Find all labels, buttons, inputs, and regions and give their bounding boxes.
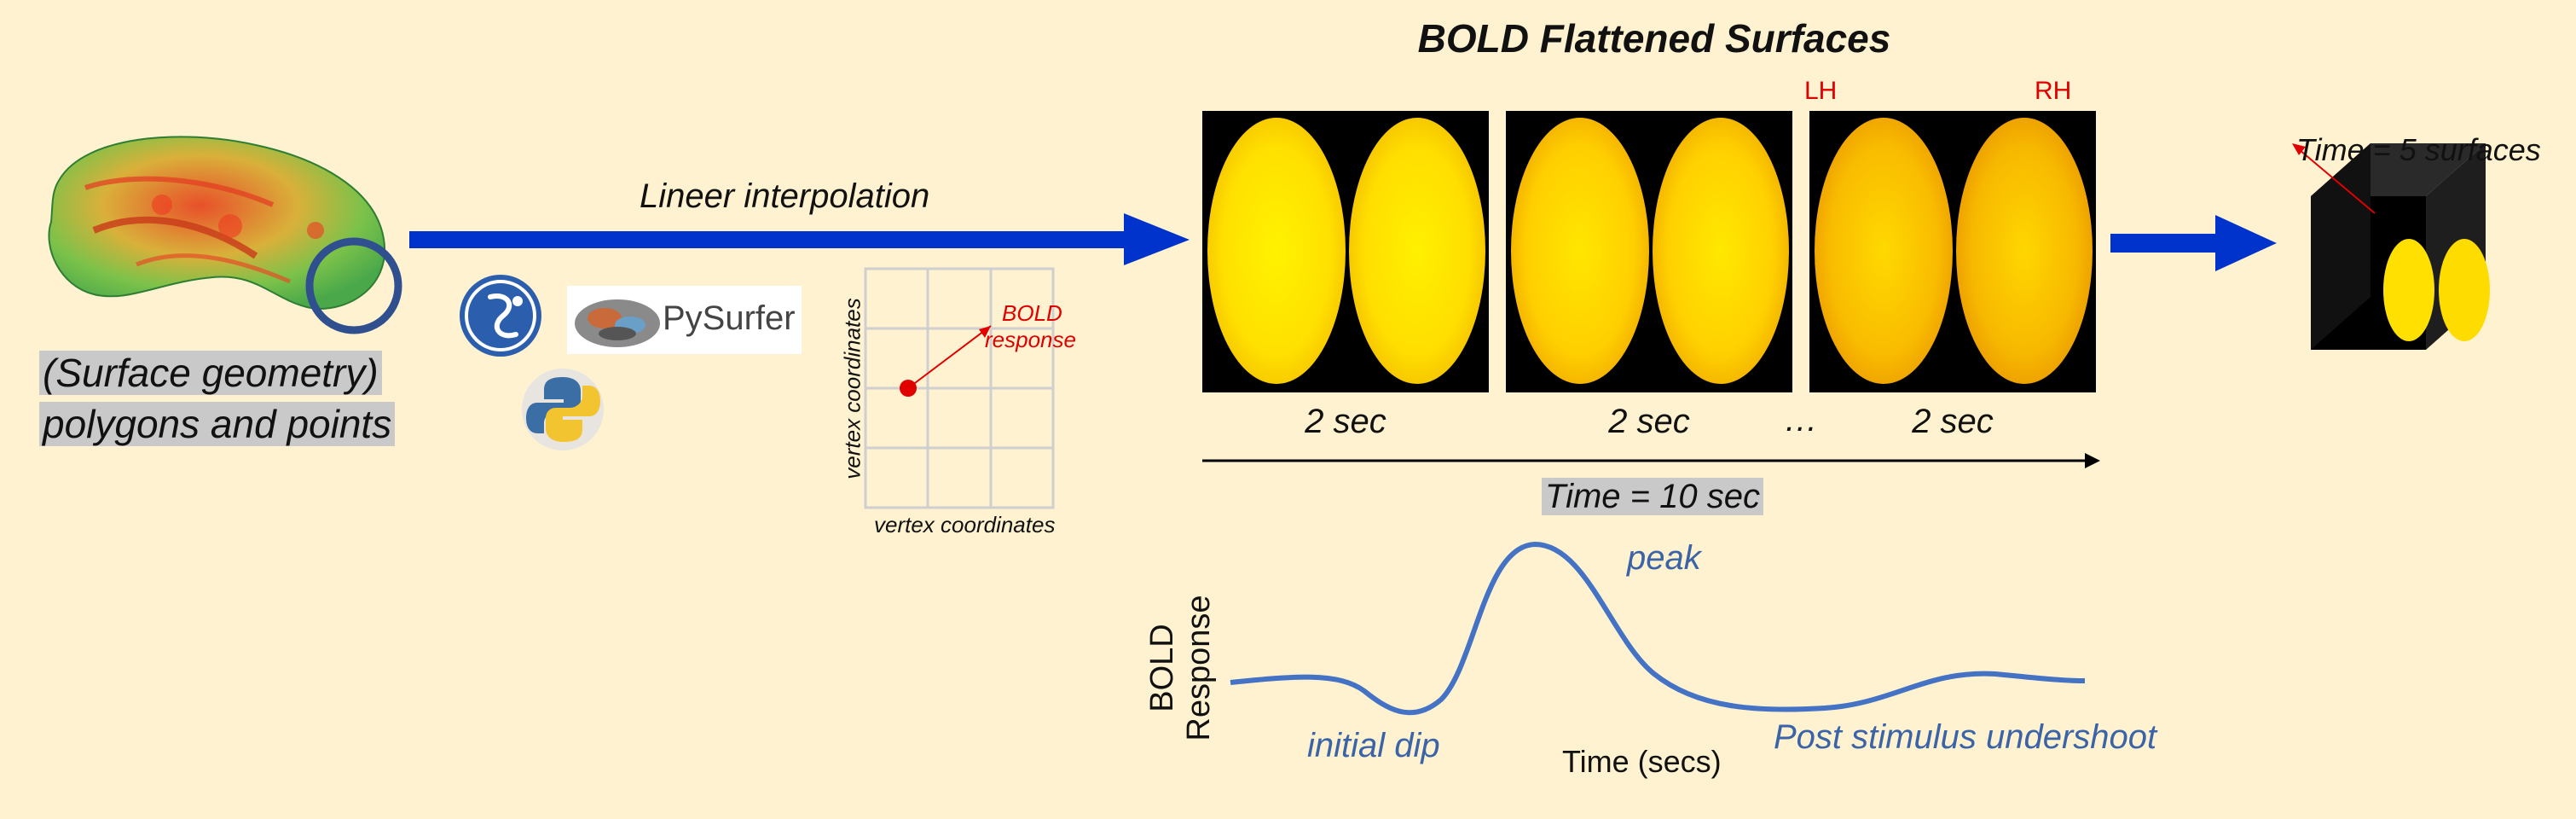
interpolation-label: Lineer interpolation bbox=[640, 177, 930, 215]
brain-surface-image bbox=[48, 136, 386, 310]
hrf-ylabel-line2: Response bbox=[1181, 595, 1217, 741]
hrf-ylabel: BOLD Response bbox=[1144, 557, 1218, 779]
response-vector bbox=[907, 325, 992, 389]
response-arrowhead bbox=[979, 326, 991, 338]
right-hemisphere-label: RH bbox=[2035, 77, 2072, 105]
pysurfer-logo: PySurfer bbox=[567, 286, 802, 354]
panel-1-left-hemisphere bbox=[1207, 118, 1346, 384]
hrf-xlabel: Time (secs) bbox=[1562, 744, 1722, 779]
hrf-curve bbox=[1230, 541, 2086, 716]
surface-panel-3 bbox=[1809, 111, 2096, 392]
panel-3-right-hemisphere bbox=[1956, 118, 2093, 384]
vertex-plot bbox=[864, 267, 1055, 509]
panel-3-time: 2 sec bbox=[1912, 403, 1994, 440]
panel-2-time: 2 sec bbox=[1608, 403, 1690, 440]
left-hemisphere-label: LH bbox=[1804, 77, 1838, 105]
highlight-circle bbox=[305, 237, 402, 334]
initial-dip-label: initial dip bbox=[1307, 727, 1440, 764]
surface-label-line1: (Surface geometry) bbox=[39, 350, 382, 396]
bold-annotation-line1: BOLD bbox=[1002, 300, 1062, 326]
peak-label: peak bbox=[1627, 539, 1701, 577]
undershoot-label: Post stimulus undershoot bbox=[1774, 718, 2157, 756]
total-time-label: Time = 10 sec bbox=[1542, 478, 1763, 516]
panel-2-left-hemisphere bbox=[1511, 118, 1649, 384]
vertex-point bbox=[900, 380, 917, 397]
figure-title: BOLD Flattened Surfaces bbox=[1417, 16, 1891, 61]
surface-panel-1 bbox=[1202, 111, 1489, 392]
cube-left-hemisphere bbox=[2383, 239, 2434, 341]
pysurfer-label: PySurfer bbox=[663, 299, 796, 337]
surface-label-line2: polygons and points bbox=[39, 401, 396, 447]
timeline-arrow bbox=[1202, 453, 2100, 468]
cube-time-vector bbox=[2293, 144, 2376, 214]
panel-2-right-hemisphere bbox=[1653, 118, 1789, 384]
surface-cube bbox=[2292, 143, 2490, 350]
vertex-plot-xlabel: vertex coordinates bbox=[874, 512, 1056, 537]
cube-label: Time = 5 surfaces bbox=[2296, 132, 2541, 167]
interpolation-arrow bbox=[409, 213, 1190, 265]
panel-1-time: 2 sec bbox=[1305, 403, 1386, 440]
cube-right-hemisphere bbox=[2439, 239, 2490, 341]
stack-arrow bbox=[2110, 215, 2277, 271]
cube-time-arrowhead bbox=[2292, 143, 2306, 155]
panel-3-left-hemisphere bbox=[1815, 118, 1953, 384]
python-logo-icon bbox=[522, 369, 604, 450]
panel-1-right-hemisphere bbox=[1349, 118, 1485, 384]
vertex-plot-grid bbox=[864, 267, 1055, 509]
scikit-network-logo-icon bbox=[460, 275, 541, 357]
bold-annotation-line2: response bbox=[985, 327, 1076, 352]
ellipsis: … bbox=[1784, 401, 1818, 439]
surface-panel-2 bbox=[1506, 111, 1792, 392]
vertex-plot-ylabel: vertex coordinates bbox=[839, 298, 865, 479]
hrf-ylabel-line1: BOLD bbox=[1144, 624, 1180, 712]
brain-logo-icon bbox=[575, 299, 660, 347]
hrf-line bbox=[1230, 541, 2086, 716]
